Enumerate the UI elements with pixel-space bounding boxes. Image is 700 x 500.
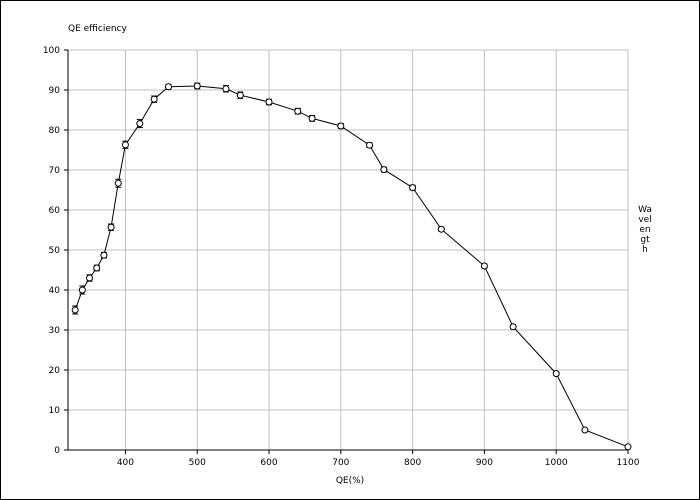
y-tick-label: 20	[49, 366, 61, 376]
data-point	[114, 179, 122, 187]
x-tick-label: 700	[332, 458, 349, 468]
x-tick-label: 800	[404, 458, 421, 468]
data-point	[265, 98, 273, 106]
data-point	[552, 370, 560, 378]
x-tick-label: 600	[260, 458, 277, 468]
data-point	[107, 223, 115, 231]
y-tick-label: 0	[54, 446, 60, 456]
y-tick-label: 60	[49, 206, 61, 216]
data-point	[78, 286, 86, 294]
data-point	[71, 306, 79, 314]
data-point	[93, 264, 101, 272]
series-line	[74, 85, 629, 448]
data-point	[165, 83, 173, 91]
data-point	[409, 184, 417, 192]
data-point	[86, 274, 94, 282]
data-point	[294, 107, 302, 115]
chart-title: QE efficiency	[68, 24, 127, 34]
data-point	[624, 443, 632, 451]
y-tick-label: 40	[49, 286, 61, 296]
data-point	[150, 95, 158, 103]
data-point	[100, 251, 108, 259]
data-point	[509, 323, 517, 331]
y-tick-label: 90	[49, 86, 61, 96]
y-tick-label: 50	[49, 246, 61, 256]
x-tick-label: 1000	[545, 458, 568, 468]
data-point	[308, 114, 316, 122]
x-tick-label: 500	[189, 458, 206, 468]
data-point	[337, 122, 345, 130]
data-point	[222, 85, 230, 93]
data-point	[236, 91, 244, 99]
x-axis-title: QE(%)	[335, 476, 365, 486]
data-point	[121, 141, 129, 149]
x-tick-label: 1100	[617, 458, 640, 468]
y-tick-label: 80	[49, 126, 61, 136]
data-point	[437, 225, 445, 233]
y-tick-label: 10	[49, 406, 61, 416]
data-point	[366, 141, 374, 149]
y-axis-title: Wavelength	[638, 205, 652, 255]
y-tick-label: 30	[49, 326, 61, 336]
data-point	[380, 166, 388, 174]
data-point	[480, 262, 488, 270]
data-point	[193, 82, 201, 90]
y-tick-label: 70	[49, 166, 61, 176]
x-tick-label: 400	[117, 458, 134, 468]
x-tick-label: 900	[476, 458, 493, 468]
y-tick-label: 100	[43, 46, 60, 56]
data-point	[136, 120, 144, 128]
data-point	[581, 426, 589, 434]
